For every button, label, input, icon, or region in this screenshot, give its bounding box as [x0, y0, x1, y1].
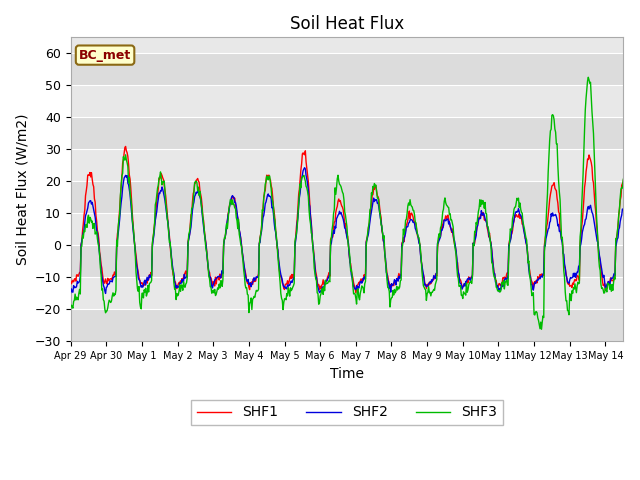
- SHF2: [620, 206, 628, 212]
- Bar: [70, 245, 623, 277]
- SHF2: [188, 215, 196, 221]
- Text: BC_met: BC_met: [79, 48, 131, 61]
- Bar: [70, 309, 623, 341]
- SHF1: [371, 186, 378, 192]
- SHF2: [301, 165, 308, 170]
- SHF2: [449, 230, 457, 236]
- Bar: [70, 181, 623, 213]
- SHF2: [371, 199, 378, 204]
- SHF1: [67, 277, 74, 283]
- Bar: [70, 85, 623, 117]
- SHF3: [620, 174, 628, 180]
- Bar: [70, 53, 623, 85]
- SHF1: [122, 144, 129, 149]
- SHF3: [389, 288, 397, 293]
- SHF3: [419, 276, 426, 282]
- SHF1: [449, 233, 457, 239]
- Bar: [70, 149, 623, 181]
- Title: Soil Heat Flux: Soil Heat Flux: [290, 15, 404, 33]
- X-axis label: Time: Time: [330, 367, 364, 381]
- SHF1: [352, 290, 360, 296]
- Bar: [70, 277, 623, 309]
- Bar: [70, 213, 623, 245]
- SHF3: [538, 326, 545, 332]
- SHF2: [102, 290, 109, 296]
- SHF3: [584, 74, 592, 80]
- SHF3: [448, 217, 456, 223]
- Line: SHF3: SHF3: [70, 77, 624, 329]
- SHF3: [187, 216, 195, 222]
- SHF2: [499, 283, 506, 288]
- SHF1: [620, 174, 628, 180]
- Line: SHF2: SHF2: [70, 168, 624, 293]
- SHF2: [67, 290, 74, 296]
- SHF3: [497, 288, 504, 294]
- SHF3: [67, 305, 74, 311]
- Line: SHF1: SHF1: [70, 146, 624, 293]
- SHF1: [420, 275, 428, 280]
- SHF1: [390, 279, 398, 285]
- Bar: [70, 117, 623, 149]
- SHF2: [420, 277, 428, 283]
- Legend: SHF1, SHF2, SHF3: SHF1, SHF2, SHF3: [191, 400, 503, 425]
- SHF3: [369, 183, 377, 189]
- SHF1: [499, 280, 506, 286]
- SHF2: [390, 277, 398, 283]
- Y-axis label: Soil Heat Flux (W/m2): Soil Heat Flux (W/m2): [15, 114, 29, 265]
- SHF1: [188, 211, 196, 216]
